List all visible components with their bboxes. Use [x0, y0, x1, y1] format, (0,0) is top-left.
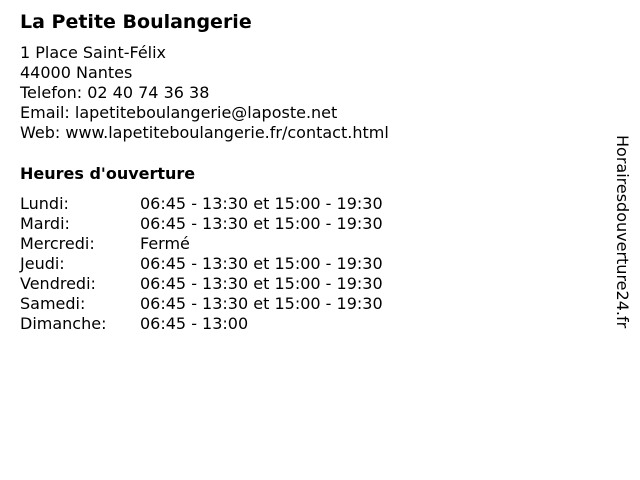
day: Vendredi: [20, 274, 96, 293]
day: Mardi: [20, 214, 70, 233]
hours-row: Samedi: 06:45 - 13:30 et 15:00 - 19:30 [20, 294, 383, 314]
hours-row: Mardi: 06:45 - 13:30 et 15:00 - 19:30 [20, 214, 383, 234]
website: Web: www.lapetiteboulangerie.fr/contact.… [20, 123, 389, 142]
day: Lundi: [20, 194, 69, 213]
hours-table: Lundi: 06:45 - 13:30 et 15:00 - 19:30 Mar… [20, 194, 383, 334]
time: Fermé [140, 234, 190, 253]
day: Mercredi: [20, 234, 95, 253]
phone: Telefon: 02 40 74 36 38 [20, 83, 210, 102]
day: Samedi: [20, 294, 86, 313]
hours-row: Mercredi: Fermé [20, 234, 383, 254]
address-city: 44000 Nantes [20, 63, 133, 82]
address-street: 1 Place Saint-Félix [20, 43, 167, 62]
time: 06:45 - 13:30 et 15:00 - 19:30 [140, 214, 383, 233]
hours-row: Vendredi: 06:45 - 13:30 et 15:00 - 19:30 [20, 274, 383, 294]
time: 06:45 - 13:30 et 15:00 - 19:30 [140, 194, 383, 213]
business-name: La Petite Boulangerie [20, 11, 252, 33]
hours-row: Jeudi: 06:45 - 13:30 et 15:00 - 19:30 [20, 254, 383, 274]
hours-row: Dimanche: 06:45 - 13:00 [20, 314, 383, 334]
day: Jeudi: [20, 254, 65, 273]
contact-block: 1 Place Saint-Félix 44000 Nantes Telefon… [20, 43, 389, 143]
hours-row: Lundi: 06:45 - 13:30 et 15:00 - 19:30 [20, 194, 383, 214]
email: Email: lapetiteboulangerie@laposte.net [20, 103, 338, 122]
day: Dimanche: [20, 314, 107, 333]
watermark-text: Horairesdouverture24.fr [613, 135, 632, 329]
time: 06:45 - 13:00 [140, 314, 249, 333]
time: 06:45 - 13:30 et 15:00 - 19:30 [140, 254, 383, 273]
time: 06:45 - 13:30 et 15:00 - 19:30 [140, 294, 383, 313]
hours-heading: Heures d'ouverture [20, 164, 196, 183]
time: 06:45 - 13:30 et 15:00 - 19:30 [140, 274, 383, 293]
